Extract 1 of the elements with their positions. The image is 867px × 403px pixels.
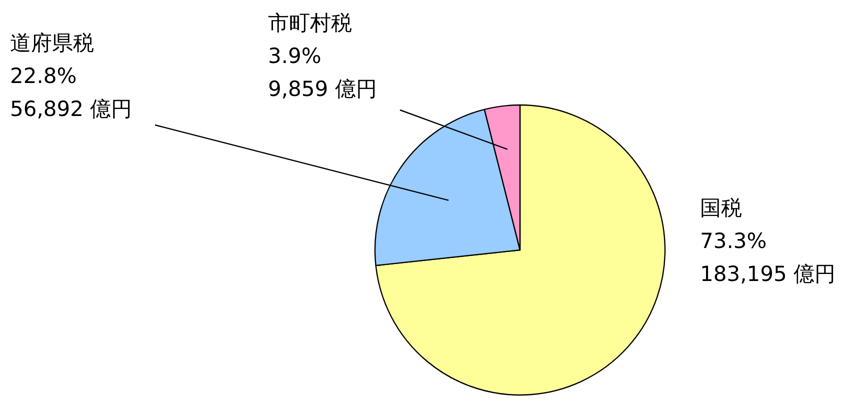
pie-slice [375, 104, 666, 396]
